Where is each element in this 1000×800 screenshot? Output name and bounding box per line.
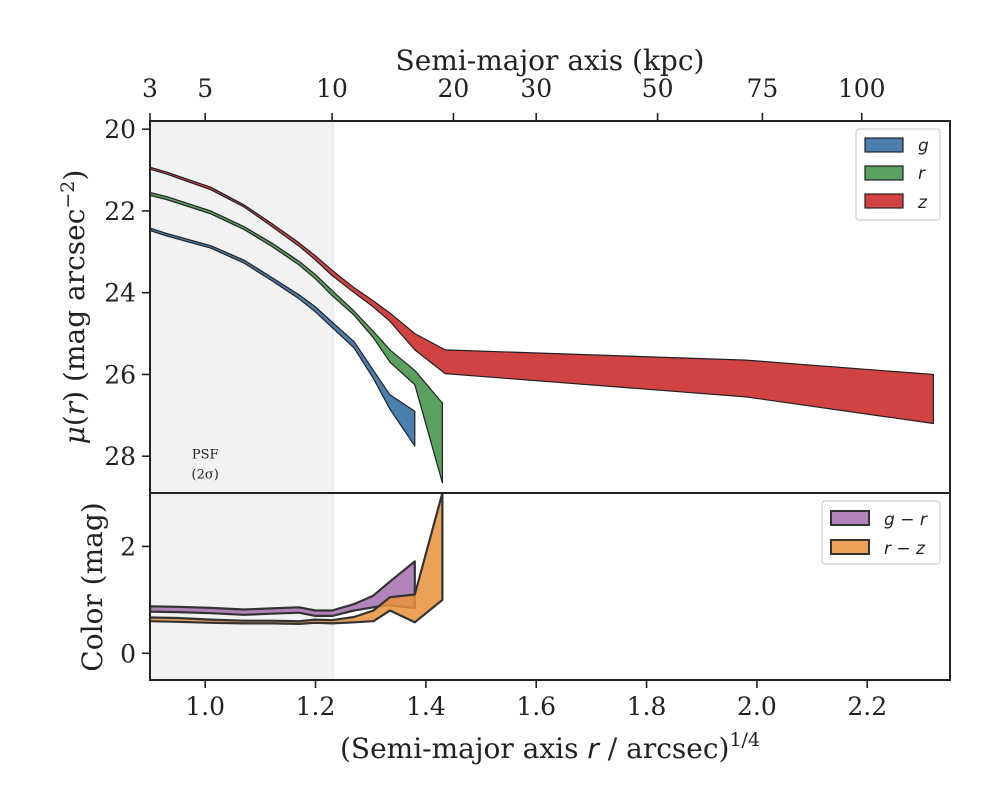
top-y-tick-label: 24: [104, 279, 136, 308]
legend-label-z: z: [917, 193, 928, 213]
bottom-y-ticks: 02: [120, 532, 150, 668]
legend-swatch-r: [864, 165, 904, 181]
legend-label-g: g: [918, 136, 929, 156]
legend-label-r: r: [918, 164, 926, 184]
bottom-panel-bands: [148, 491, 444, 626]
top-y-tick-label: 22: [104, 197, 136, 226]
bottom-panel-frame: [149, 492, 951, 681]
bottom-x-tick-label: 2.2: [847, 692, 887, 721]
top-y-tick-label: 28: [104, 442, 136, 471]
top-x-tick-label: 50: [642, 74, 674, 103]
top-x-tick-label: 5: [197, 74, 213, 103]
bottom-y-axis-title: Color (mag): [76, 502, 109, 671]
bottom-x-tick-label: 1.8: [627, 692, 667, 721]
bottom-x-tick-label: 1.0: [185, 692, 225, 721]
surface-brightness-band-z: [149, 166, 935, 425]
legend-label-r-minus-z: r − z: [884, 539, 926, 559]
psf-label: PSF: [192, 447, 219, 462]
top-x-tick-label: 3: [142, 74, 158, 103]
color-band-rz: [148, 491, 444, 626]
top-y-tick-label: 26: [104, 360, 136, 389]
top-legend: g r z: [855, 128, 941, 221]
bottom-x-tick-label: 1.4: [406, 692, 446, 721]
legend-swatch-g: [864, 137, 904, 153]
top-y-ticks: 20 22 24 26 28: [104, 115, 150, 471]
top-x-tick-label: 20: [438, 74, 470, 103]
bottom-legend: g − r r − z: [821, 500, 941, 565]
top-y-axis-title: μ(r) (mag arcsec−2): [57, 170, 91, 445]
bottom-x-axis-title: (Semi-major axis r / arcsec)1/4: [340, 729, 760, 765]
legend-swatch-g-minus-r: [830, 510, 870, 526]
top-x-tick-label: 30: [520, 74, 552, 103]
surface-brightness-band-g: [149, 227, 416, 447]
top-x-tick-label: 75: [747, 74, 779, 103]
psf-sigma-label: (2σ): [192, 467, 219, 482]
psf-shaded-region: [150, 121, 334, 680]
bottom-x-ticks: 1.0 1.2 1.4 1.6 1.8 2.0 2.2: [185, 680, 887, 721]
surface-brightness-band-r: [149, 191, 443, 484]
bottom-x-tick-label: 1.2: [296, 692, 336, 721]
top-y-tick-label: 20: [104, 115, 136, 144]
bottom-y-tick-label: 2: [120, 532, 136, 561]
legend-swatch-r-minus-z: [830, 539, 870, 555]
top-secondary-x-ticks: 3 5 10 20 30 50 75 100: [142, 74, 886, 121]
top-x-tick-label: 100: [838, 74, 886, 103]
legend-label-g-minus-r: g − r: [884, 510, 928, 530]
bottom-x-tick-label: 1.6: [516, 692, 556, 721]
bottom-x-tick-label: 2.0: [737, 692, 777, 721]
top-x-tick-label: 10: [316, 74, 348, 103]
bottom-y-tick-label: 0: [120, 639, 136, 668]
top-x-axis-title: Semi-major axis (kpc): [396, 44, 705, 77]
legend-swatch-z: [864, 193, 904, 209]
top-panel-bands: [149, 166, 935, 484]
